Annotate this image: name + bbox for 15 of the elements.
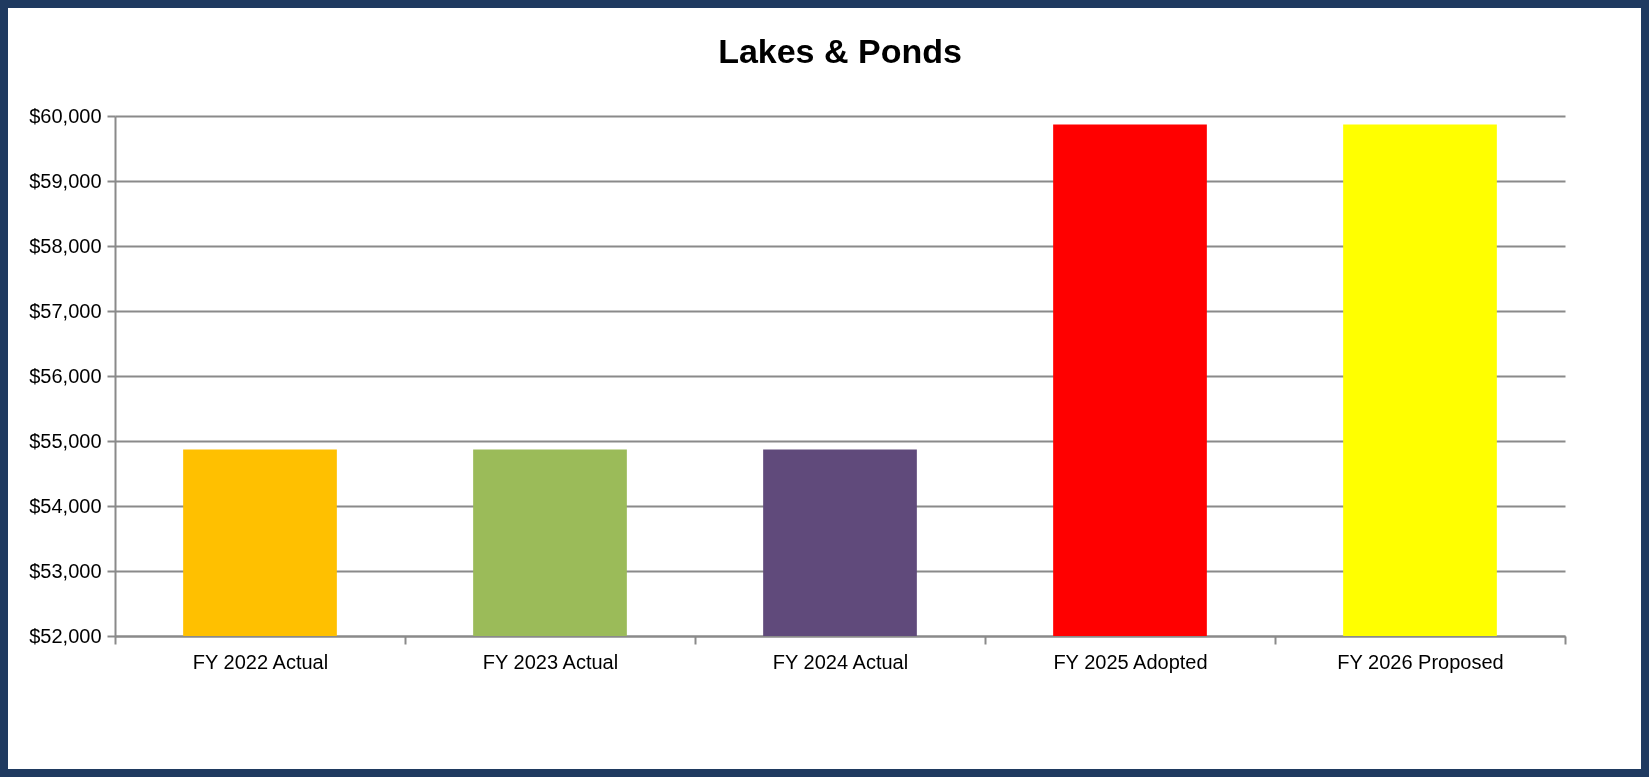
x-tick-label: FY 2023 Actual: [482, 650, 619, 673]
y-tick-label: $59,000: [29, 169, 102, 192]
y-tick-label: $58,000: [29, 234, 102, 257]
x-tick-label: FY 2026 Proposed: [1337, 650, 1504, 673]
x-tick-label: FY 2024 Actual: [772, 650, 909, 673]
y-tick-label: $52,000: [29, 624, 102, 647]
y-tick-label: $57,000: [29, 299, 102, 322]
chart-title: Lakes & Ponds: [718, 32, 962, 70]
x-tick-label: FY 2025 Adopted: [1053, 650, 1208, 673]
x-tick-label: FY 2022 Actual: [192, 650, 329, 673]
y-tick-label: $60,000: [29, 104, 102, 127]
y-tick-label: $54,000: [29, 494, 102, 517]
y-tick-label: $55,000: [29, 429, 102, 452]
y-tick-label: $56,000: [29, 364, 102, 387]
y-tick-label: $53,000: [29, 559, 102, 582]
